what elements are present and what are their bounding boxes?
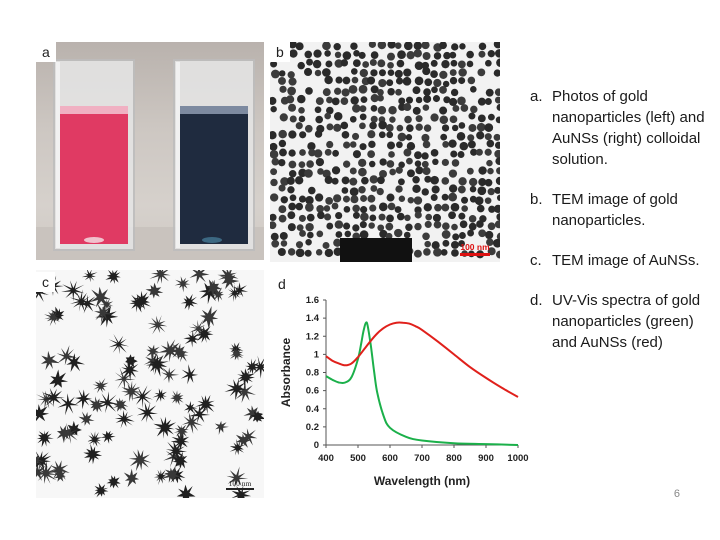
aunss-solution-meniscus [180, 106, 248, 114]
caption-letter: c. [530, 252, 542, 269]
y-tick-label: 1.2 [306, 331, 319, 342]
caption-text: TEM image of gold nanoparticles. [552, 191, 678, 229]
caption-text: UV-Vis spectra of gold nanoparticles (gr… [552, 292, 701, 351]
y-axis-label: Absorbance [279, 338, 293, 408]
cuvette-illustration [36, 59, 264, 260]
x-tick-label: 400 [318, 453, 334, 464]
x-tick-label: 1000 [507, 453, 528, 464]
page-number: 6 [673, 488, 680, 500]
scale-bar-b-line [460, 253, 490, 256]
y-tick-label: 0.6 [306, 386, 319, 397]
scale-bar-b: 100 nm [460, 242, 490, 256]
nanostar-field [36, 270, 264, 498]
y-tick-label: 1.4 [306, 313, 320, 324]
y-tick-label: 0.2 [306, 422, 319, 433]
gold-nanoparticle-cuvette [53, 59, 135, 251]
tem-nanoparticle-pattern [270, 42, 500, 259]
gold-solution [60, 112, 128, 244]
x-tick-label: 800 [446, 453, 462, 464]
x-axis-label: Wavelength (nm) [374, 474, 470, 488]
tem-info-bar [340, 238, 412, 262]
y-tick-label: 1.6 [306, 295, 319, 306]
scale-bar-c: 100 nm [226, 479, 254, 490]
tem-image-aunss: 100 nm [36, 270, 264, 498]
aunss-cuvette [173, 59, 255, 251]
nanoparticle-field [270, 42, 500, 259]
y-tick-label: 0.8 [306, 368, 319, 379]
caption-item-c: c. TEM image of AuNSs. [530, 250, 710, 271]
uv-vis-chart-svg: 0 0.2 0.4 0.6 0.8 1 1.2 1.4 1.6 400 500 600 700 800 90… [279, 295, 529, 488]
caption-letter: d. [530, 292, 543, 309]
caption-item-d: d. UV-Vis spectra of gold nanoparticles … [530, 290, 710, 353]
panel-b-tag: b [270, 42, 290, 62]
caption-letter: b. [530, 191, 543, 208]
x-tick-label: 600 [382, 453, 398, 464]
uv-vis-chart: 0 0.2 0.4 0.6 0.8 1 1.2 1.4 1.6 400 500 600 700 800 90… [270, 275, 530, 500]
x-tick-label: 900 [478, 453, 494, 464]
figure-caption-list: a. Photos of gold nanoparticles (left) a… [530, 86, 710, 372]
scale-bar-b-label: 100 nm [460, 242, 490, 252]
caption-item-b: b. TEM image of gold nanoparticles. [530, 189, 710, 231]
scale-bar-c-line [226, 488, 254, 490]
panel-d-tag: d [276, 276, 288, 292]
caption-letter: a. [530, 88, 543, 105]
panel-c-tag: c [36, 272, 55, 292]
scale-bar-c-label: 100 nm [228, 479, 252, 488]
tem-nanostar-pattern [36, 270, 264, 498]
cuvette-photo [36, 42, 264, 260]
caption-text: TEM image of AuNSs. [552, 252, 700, 269]
caption-item-a: a. Photos of gold nanoparticles (left) a… [530, 86, 710, 170]
caption-text: Photos of gold nanoparticles (left) and … [552, 88, 705, 168]
gold-nanoparticle-spectrum-line [325, 321, 519, 446]
x-tick-label: 500 [350, 453, 366, 464]
panel-a-tag: a [36, 42, 56, 62]
y-tick-label: 0 [314, 440, 319, 451]
tem-image-gold-nanoparticles: 100 nm [270, 42, 500, 262]
y-tick-label: 0.4 [306, 404, 320, 415]
aunss-spectrum-line [325, 321, 519, 398]
aunss-solution [180, 112, 248, 244]
gold-solution-meniscus [60, 106, 128, 114]
x-tick-label: 700 [414, 453, 430, 464]
y-tick-label: 1 [314, 349, 320, 360]
